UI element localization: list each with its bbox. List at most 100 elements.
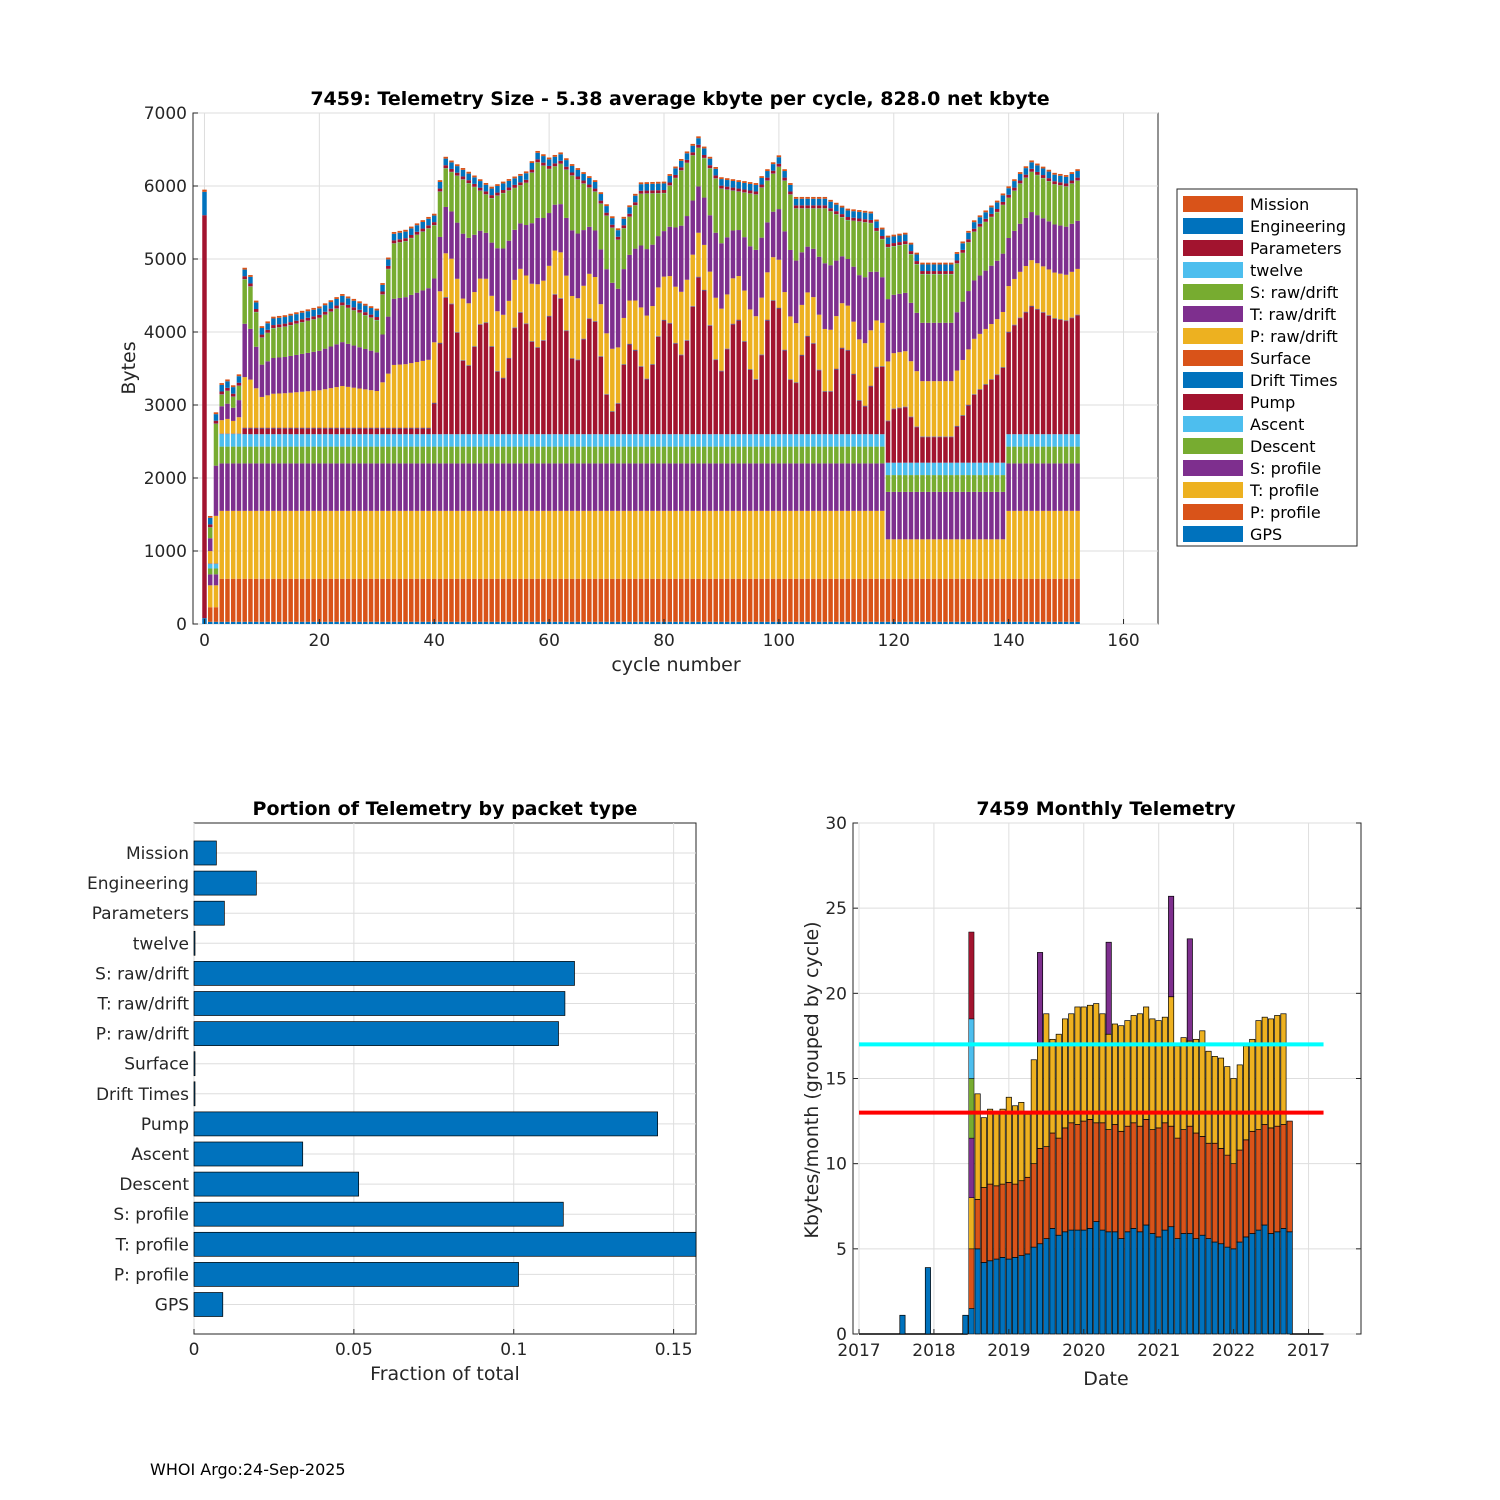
stacked-bar-segment [747,463,753,511]
stacked-bar-segment [615,463,621,511]
stacked-bar-segment [397,242,403,298]
stacked-bar-segment [489,186,494,189]
stacked-bar-segment [770,300,776,435]
stacked-bar-segment [736,434,741,447]
stacked-bar-segment [403,229,408,232]
stacked-bar-segment [765,463,770,511]
stacked-bar-segment [351,298,357,301]
stacked-bar-segment [282,510,288,579]
monthly-bar-segment [1224,1246,1231,1335]
stacked-bar-segment [724,178,730,181]
stacked-bar-segment [322,303,328,306]
stacked-bar-segment [633,446,638,464]
stacked-bar-segment [1012,463,1017,511]
stacked-bar-segment [701,446,707,464]
stacked-bar-segment [1040,446,1046,464]
stacked-bar-segment [483,184,489,192]
stacked-bar-segment [753,446,759,464]
stacked-bar-segment [581,183,586,231]
stacked-bar-segment [253,510,259,579]
stacked-bar-segment [558,160,563,164]
stacked-bar-segment [983,270,988,329]
monthly-bar-segment [1105,1231,1112,1335]
stacked-bar-segment [334,434,339,447]
stacked-bar-segment [495,434,500,447]
legend-swatch [1183,218,1243,234]
monthly-bar-segment [1049,1038,1056,1134]
stacked-bar-segment [948,274,954,323]
stacked-bar-segment [925,322,931,382]
stacked-bar-segment [793,196,799,199]
stacked-bar-segment [288,463,293,511]
stacked-bar-segment [880,277,885,323]
stacked-bar-segment [294,463,299,511]
monthly-bar-segment [1255,1129,1262,1231]
stacked-bar-segment [765,222,770,273]
stacked-bar-segment [920,264,925,272]
monthly-bar-segment [1236,1149,1243,1243]
stacked-bar-segment [414,362,420,428]
stacked-bar-segment [1046,171,1052,179]
stacked-bar-segment [587,176,592,178]
stacked-bar-segment [828,391,833,435]
monthly-ytick-label: 20 [825,984,847,1004]
stacked-bar-segment [403,578,408,622]
stacked-bar-segment [213,564,219,569]
stacked-bar-segment [259,428,265,435]
stacked-bar-segment [219,510,224,579]
stacked-bar-segment [610,446,615,464]
stacked-bar-segment [627,578,632,622]
stacked-bar-segment [799,463,805,511]
monthly-bar-segment [1230,1163,1237,1250]
stacked-bar-segment [753,249,759,317]
stacked-bar-segment [610,227,615,283]
monthly-bar-segment [999,1256,1006,1335]
stacked-bar-segment [460,510,466,579]
stacked-bar-segment [213,420,219,424]
stacked-bar-segment [523,578,529,622]
stacked-bar-segment [219,406,224,421]
monthly-bar-segment [1086,1119,1093,1229]
stacked-bar-segment [265,578,270,622]
stacked-bar-segment [305,578,311,622]
stacked-bar-segment [328,428,334,435]
stacked-bar-segment [730,278,736,324]
stacked-bar-segment [409,621,414,624]
stacked-bar-segment [736,446,741,464]
stacked-bar-segment [776,510,782,579]
stacked-bar-segment [598,434,604,447]
stacked-bar-segment [994,319,1000,375]
stacked-bar-segment [546,157,552,160]
stacked-bar-segment [673,286,678,343]
stacked-bar-segment [386,257,391,260]
stacked-bar-segment [351,300,357,308]
stacked-bar-segment [340,434,345,447]
stacked-bar-segment [857,339,862,401]
stacked-bar-segment [322,305,328,312]
stacked-bar-segment [604,510,609,579]
stacked-bar-segment [1069,621,1075,624]
stacked-bar-segment [368,578,374,622]
stacked-bar-segment [276,510,282,579]
stacked-bar-segment [828,463,833,511]
stacked-bar-segment [845,259,851,306]
stacked-bar-segment [765,169,770,172]
stacked-bar-segment [920,462,925,476]
stacked-bar-segment [340,578,345,622]
stacked-bar-segment [1046,181,1052,222]
stacked-ytick-label: 1000 [144,542,187,562]
stacked-bar-segment [340,386,345,428]
stacked-bar-segment [989,265,994,325]
stacked-bar-segment [862,510,868,579]
stacked-bar-segment [914,491,919,540]
stacked-bar-segment [328,346,334,389]
monthly-bar-segment [1161,1016,1168,1124]
stacked-bar-segment [1075,169,1080,172]
stacked-bar-segment [903,475,908,492]
stacked-bar-segment [805,336,810,435]
stacked-bar-segment [920,322,925,382]
stacked-bar-segment [891,246,897,295]
stacked-bar-segment [684,578,690,622]
stacked-bar-segment [742,192,747,238]
stacked-bar-segment [276,463,282,511]
